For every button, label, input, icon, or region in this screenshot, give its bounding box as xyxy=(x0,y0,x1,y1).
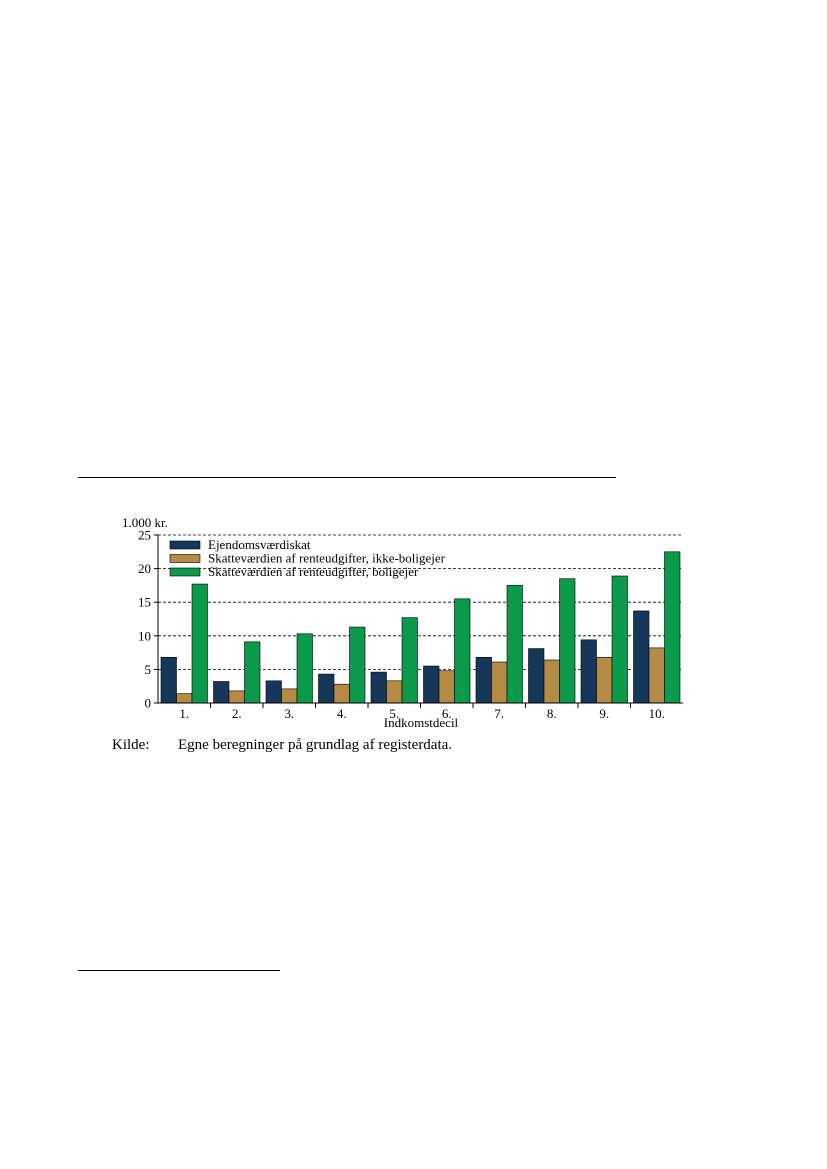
bar xyxy=(281,688,298,704)
x-tick-label: 9. xyxy=(599,706,609,721)
x-tick-label: 10. xyxy=(649,706,665,721)
bar xyxy=(611,575,628,704)
bar xyxy=(528,648,545,704)
y-tick-label: 0 xyxy=(145,696,152,711)
bar xyxy=(333,683,350,704)
bar xyxy=(191,583,208,704)
bar-chart: 0 5 10 15 20 25 1. 2. 3. 4. 5. 6. 7. 8. 9. 10. 1.000 kr… xyxy=(122,515,683,730)
legend-label: Skatteværdien af renteudgifter, boligeje… xyxy=(208,564,419,579)
bar xyxy=(401,617,418,704)
bar xyxy=(506,585,523,704)
x-tick-label: 8. xyxy=(547,706,557,721)
axes: 0 5 10 15 20 25 1. 2. 3. 4. 5. 6. 7. 8. 9. 10. xyxy=(138,528,683,721)
y-tick-label: 25 xyxy=(138,528,151,543)
footnote-separator xyxy=(78,970,280,971)
x-tick-label: 6. xyxy=(442,706,452,721)
bar xyxy=(265,680,282,704)
bar xyxy=(160,657,177,704)
bar xyxy=(454,598,471,704)
y-tick-label: 10 xyxy=(138,628,151,643)
x-tick-label: 7. xyxy=(494,706,504,721)
x-tick-label: 4. xyxy=(337,706,347,721)
x-axis-title: Indkomstdecil xyxy=(384,715,459,730)
legend-swatch xyxy=(169,567,201,577)
legend-label: Ejendomsværdiskat xyxy=(208,537,311,552)
bar xyxy=(423,665,440,704)
legend-swatch xyxy=(169,540,201,550)
bar xyxy=(318,673,335,704)
source-label: Kilde: xyxy=(112,737,150,753)
bar xyxy=(386,680,403,704)
horizontal-rule xyxy=(78,477,616,478)
bar xyxy=(296,633,313,704)
legend-swatch xyxy=(169,554,201,563)
bar xyxy=(491,661,508,704)
source-note: Kilde: Egne beregninger på grundlag af re… xyxy=(112,737,452,754)
bar xyxy=(559,578,576,704)
bar xyxy=(228,690,245,704)
y-tick-label: 15 xyxy=(138,595,151,610)
bar xyxy=(370,671,387,704)
y-tick-label: 20 xyxy=(138,561,151,576)
x-tick-label: 1. xyxy=(179,706,189,721)
legend-label: Skatteværdien af renteudgifter, ikke-bol… xyxy=(208,551,446,566)
y-tick-label: 5 xyxy=(145,662,152,677)
bar xyxy=(580,639,597,704)
bar xyxy=(543,659,560,704)
bar xyxy=(176,693,193,704)
x-tick-label: 5. xyxy=(389,706,399,721)
bar xyxy=(213,681,230,704)
bar xyxy=(633,610,650,704)
source-text: Egne beregninger på grundlag af register… xyxy=(178,737,453,753)
bar xyxy=(664,551,681,704)
bar xyxy=(648,647,665,704)
bar xyxy=(349,626,366,704)
bar xyxy=(596,657,613,704)
y-axis-unit-label: 1.000 kr. xyxy=(122,515,168,530)
x-tick-label: 2. xyxy=(232,706,242,721)
bar xyxy=(244,641,261,704)
bar xyxy=(438,670,455,704)
bar xyxy=(475,657,492,704)
bars xyxy=(160,551,681,704)
x-tick-label: 3. xyxy=(284,706,294,721)
